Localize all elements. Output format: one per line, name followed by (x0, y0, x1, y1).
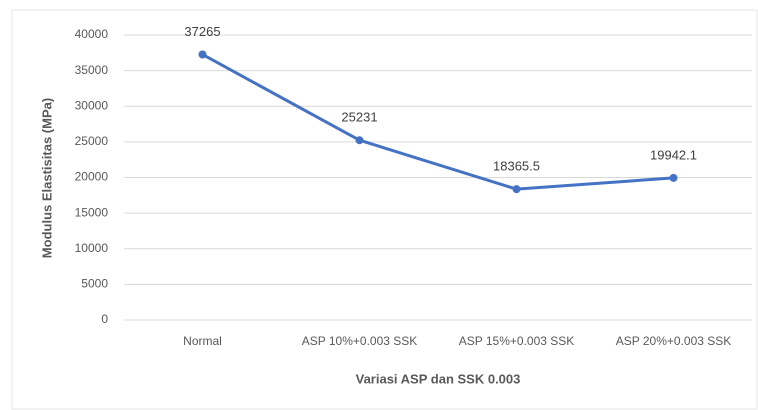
y-tick-label: 15000 (75, 205, 109, 219)
data-point (355, 136, 364, 145)
data-point (669, 173, 678, 182)
data-label: 37265 (184, 24, 220, 39)
data-point (512, 185, 521, 194)
x-tick-label: ASP 15%+0.003 SSK (459, 334, 575, 348)
y-tick-label: 20000 (75, 170, 109, 184)
y-tick-label: 10000 (75, 241, 109, 255)
x-tick-label: ASP 20%+0.003 SSK (616, 334, 732, 348)
y-tick-label: 0 (101, 312, 108, 326)
y-tick-label: 35000 (75, 63, 109, 77)
x-tick-label: ASP 10%+0.003 SSK (302, 334, 418, 348)
y-tick-label: 30000 (75, 98, 109, 112)
data-label: 19942.1 (650, 147, 697, 162)
y-tick-label: 25000 (75, 134, 109, 148)
x-tick-label: Normal (183, 334, 222, 348)
data-line (201, 53, 674, 191)
y-tick-label: 5000 (81, 277, 108, 291)
data-point (198, 50, 207, 59)
y-tick-label: 40000 (75, 27, 109, 41)
x-axis-title: Variasi ASP dan SSK 0.003 (356, 371, 521, 386)
y-axis-title: Modulus Elastisitas (MPa) (39, 98, 54, 258)
data-label: 25231 (341, 110, 377, 125)
chart-frame (11, 9, 758, 410)
data-label: 18365.5 (493, 159, 540, 174)
